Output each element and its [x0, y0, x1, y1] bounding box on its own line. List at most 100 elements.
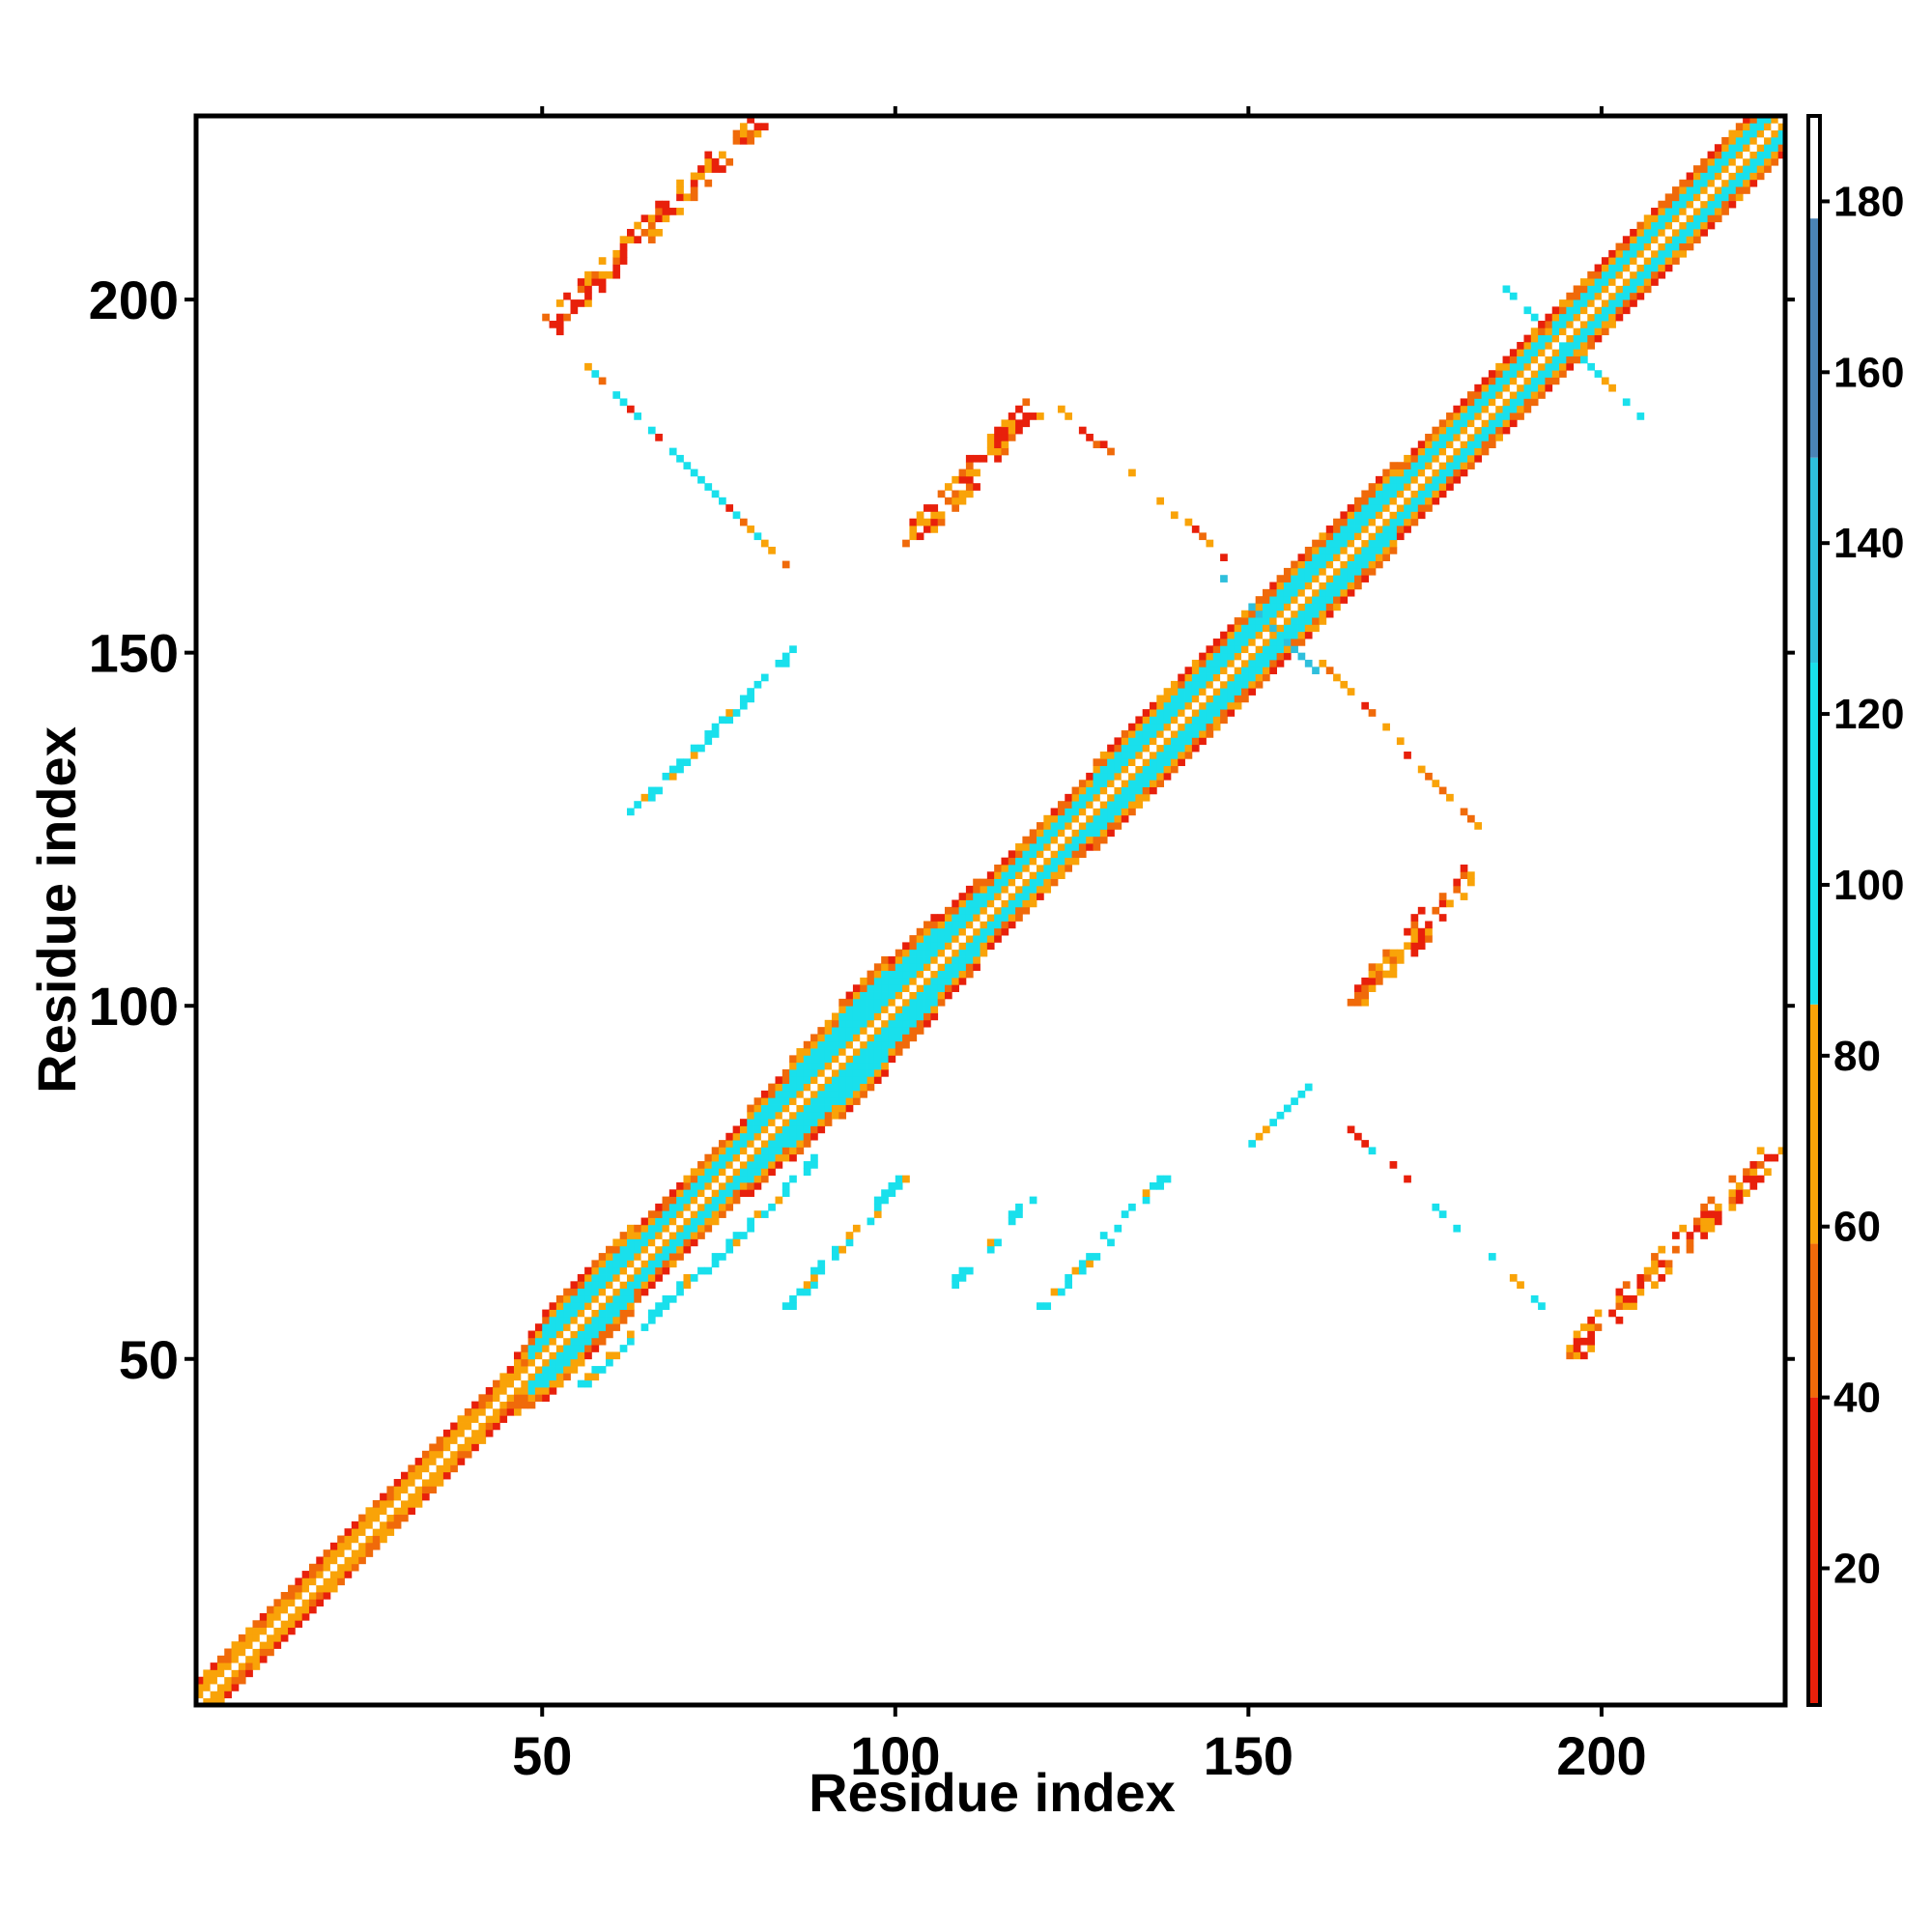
- heatmap-cell: [1191, 737, 1200, 746]
- heatmap-cell: [1530, 377, 1539, 385]
- heatmap-cell: [1135, 730, 1144, 738]
- heatmap-cell: [478, 1401, 487, 1409]
- heatmap-cell: [1389, 511, 1398, 520]
- colorbar-band: [1808, 218, 1820, 458]
- heatmap-cell: [1615, 278, 1624, 286]
- heatmap-cell: [1262, 639, 1270, 646]
- heatmap-cell: [690, 1274, 698, 1282]
- heatmap-cell: [499, 1387, 508, 1395]
- heatmap-cell: [436, 1464, 444, 1473]
- heatmap-cell: [457, 1443, 466, 1452]
- heatmap-cell: [937, 511, 946, 520]
- heatmap-cell: [1150, 1181, 1157, 1190]
- heatmap-cell: [832, 1076, 839, 1085]
- heatmap-cell: [832, 1034, 839, 1042]
- heatmap-cell: [923, 970, 931, 979]
- heatmap-cell: [1037, 822, 1044, 830]
- heatmap-cell: [1417, 935, 1426, 943]
- heatmap-cell: [711, 730, 720, 738]
- heatmap-cell: [1672, 1245, 1680, 1254]
- heatmap-cell: [732, 1181, 741, 1190]
- heatmap-cell: [1636, 264, 1645, 272]
- heatmap-cell: [337, 1563, 345, 1572]
- heatmap-cell: [1248, 624, 1257, 633]
- heatmap-cell: [372, 1507, 381, 1515]
- heatmap-cell: [549, 1302, 557, 1310]
- heatmap-cell: [1078, 1260, 1087, 1268]
- heatmap-cell: [1184, 752, 1193, 759]
- heatmap-cell: [1191, 730, 1200, 738]
- heatmap-cell: [775, 1153, 783, 1162]
- heatmap-cell: [803, 1111, 811, 1120]
- heatmap-cell: [697, 1266, 705, 1275]
- heatmap-cell: [1389, 956, 1398, 964]
- heatmap-cell: [1325, 560, 1334, 569]
- heatmap-cell: [478, 1429, 487, 1437]
- heatmap-cell: [704, 1203, 713, 1211]
- heatmap-cell: [676, 1224, 684, 1233]
- heatmap-cell: [542, 1309, 550, 1318]
- heatmap-cell: [591, 1316, 600, 1324]
- heatmap-cell: [1707, 193, 1716, 202]
- heatmap-cell: [1276, 596, 1285, 604]
- heatmap-cell: [1291, 631, 1298, 639]
- heatmap-cell: [888, 1048, 896, 1056]
- heatmap-cell: [1304, 617, 1313, 625]
- heatmap-cell: [867, 977, 875, 985]
- heatmap-cell: [1368, 1147, 1377, 1155]
- heatmap-cell: [704, 151, 713, 159]
- heatmap-cell: [1404, 511, 1411, 520]
- heatmap-cell: [1438, 419, 1447, 428]
- heatmap-cell: [683, 1189, 692, 1197]
- heatmap-cell: [1417, 942, 1426, 951]
- heatmap-cell: [1150, 744, 1157, 753]
- heatmap-cell: [662, 208, 670, 215]
- y-tick-label: 50: [119, 1329, 179, 1390]
- heatmap-cell: [1686, 1245, 1694, 1254]
- heatmap-cell: [1651, 1281, 1659, 1290]
- heatmap-cell: [958, 921, 967, 929]
- heatmap-cell: [1566, 306, 1575, 315]
- heatmap-cell: [1347, 554, 1355, 561]
- heatmap-cell: [690, 186, 698, 194]
- heatmap-cell: [923, 921, 931, 929]
- heatmap-cell: [534, 1323, 543, 1331]
- heatmap-cell: [965, 921, 974, 929]
- heatmap-cell: [1375, 504, 1383, 512]
- heatmap-cell: [1446, 462, 1454, 469]
- heatmap-cell: [1771, 129, 1779, 138]
- heatmap-cell: [1686, 200, 1694, 209]
- heatmap-cell: [1432, 469, 1440, 477]
- heatmap-cell: [1756, 172, 1765, 181]
- heatmap-cell: [598, 278, 607, 286]
- heatmap-cell: [1078, 426, 1087, 435]
- heatmap-cell: [640, 793, 649, 802]
- heatmap-cell: [485, 1407, 494, 1416]
- heatmap-cell: [1050, 864, 1059, 872]
- heatmap-cell: [1234, 624, 1242, 633]
- heatmap-cell: [1354, 575, 1362, 582]
- heatmap-cell: [838, 1097, 847, 1105]
- heatmap-cell: [803, 1083, 811, 1092]
- heatmap-cell: [231, 1662, 240, 1670]
- heatmap-cell: [838, 1104, 847, 1113]
- heatmap-cell: [1545, 321, 1553, 328]
- heatmap-cell: [1756, 151, 1765, 159]
- heatmap-cell: [549, 1345, 557, 1352]
- heatmap-cell: [1220, 631, 1228, 639]
- heatmap-cell: [760, 1153, 769, 1162]
- heatmap-cell: [1636, 257, 1645, 265]
- heatmap-cell: [563, 292, 571, 300]
- heatmap-cell: [598, 1330, 607, 1339]
- heatmap-cell: [753, 680, 762, 689]
- heatmap-cell: [450, 1450, 458, 1459]
- heatmap-cell: [1630, 1302, 1637, 1310]
- heatmap-cell: [1361, 532, 1370, 541]
- heatmap-cell: [986, 440, 995, 449]
- heatmap-cell: [1608, 264, 1616, 272]
- heatmap-cell: [267, 1648, 274, 1657]
- heatmap-cell: [1672, 221, 1680, 230]
- heatmap-cell: [542, 1387, 550, 1395]
- heatmap-cell: [1481, 412, 1490, 420]
- heatmap-cell: [1269, 624, 1277, 633]
